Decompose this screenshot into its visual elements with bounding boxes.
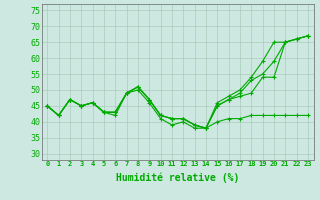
X-axis label: Humidité relative (%): Humidité relative (%) — [116, 173, 239, 183]
